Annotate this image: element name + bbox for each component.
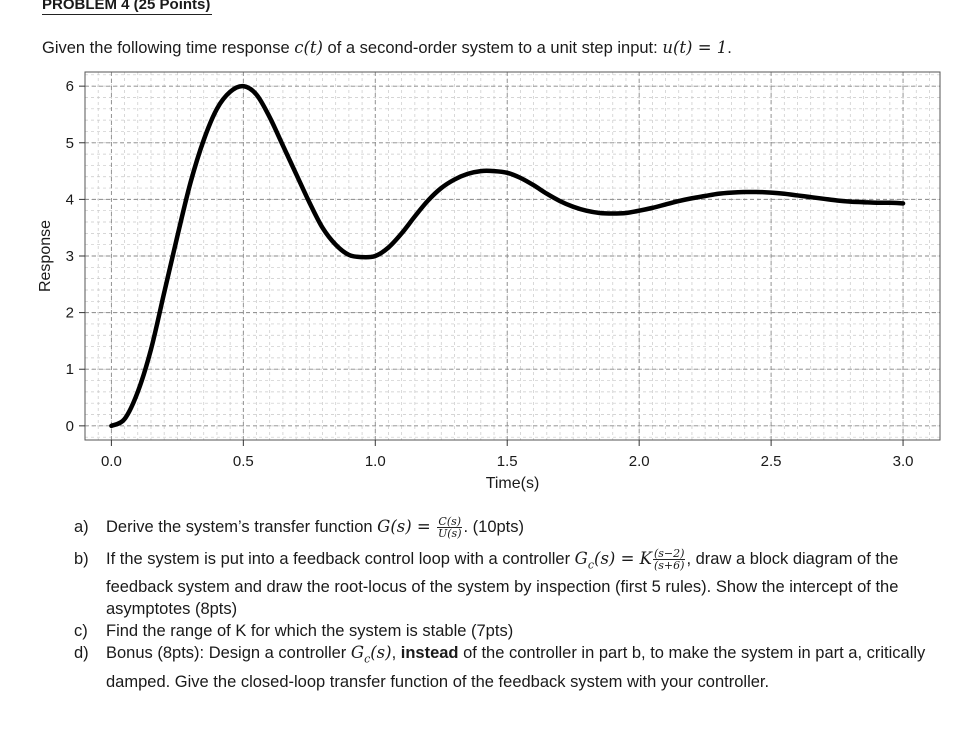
question-text: Bonus (8pts): Design a controller: [106, 644, 351, 663]
question-label: a): [74, 518, 89, 536]
fraction-denominator: U(s): [437, 527, 462, 541]
question-list: a) Derive the system’s transfer function…: [74, 516, 954, 693]
question-a: a) Derive the system’s transfer function…: [74, 516, 954, 539]
step-response-chart: 0.0 0.5 1.0 1.5 2.0 2.5 3.0 0 1 2 3 4 5 6 Time(s) Res…: [37, 71, 941, 492]
fraction: (s−2) (s+6): [653, 547, 686, 573]
y-tick-label: 4: [66, 191, 74, 208]
transfer-function-symbol: G(s) =: [377, 517, 436, 536]
problem-intro: Given the following time response c(t) o…: [42, 38, 732, 58]
controller-subscript: c: [587, 558, 595, 572]
y-tick-label: 6: [66, 78, 74, 95]
axis-ticks: 0.0 0.5 1.0 1.5 2.0 2.5 3.0 0 1 2 3 4 5 6: [66, 78, 914, 470]
response-symbol: c(t): [294, 38, 323, 57]
question-text: Derive the system’s transfer function: [106, 518, 378, 536]
question-text: If the system is put into a feedback con…: [106, 550, 575, 569]
question-b: b) If the system is put into a feedback …: [74, 548, 954, 620]
y-tick-label: 0: [66, 418, 74, 435]
emphasis-text: instead: [400, 644, 459, 663]
controller-args: (s): [370, 643, 392, 663]
question-label: b): [74, 550, 89, 569]
question-d: d) Bonus (8pts): Design a controller Gc(…: [74, 642, 954, 692]
y-tick-label: 1: [66, 361, 74, 378]
intro-text-middle: of a second-order system to a unit step …: [322, 39, 663, 57]
question-label: c): [74, 622, 88, 641]
response-curve: [109, 83, 906, 429]
x-tick-label: 2.5: [761, 453, 782, 470]
question-c: c) Find the range of K for which the sys…: [74, 620, 954, 642]
question-text-continued: of the controller in part b, to make the…: [106, 644, 926, 691]
question-text: Find the range of K for which the system…: [106, 622, 514, 641]
intro-text-end: .: [727, 39, 732, 57]
x-tick-label: 3.0: [893, 453, 914, 470]
y-tick-label: 2: [66, 305, 74, 322]
input-equation: u(t) = 1: [662, 38, 728, 57]
problem-title: PROBLEM 4 (25 Points): [42, 0, 213, 15]
intro-text: Given the following time response: [42, 39, 295, 57]
question-points: . (10pts): [463, 518, 525, 536]
x-tick-label: 2.0: [629, 453, 650, 470]
fraction-numerator: C(s): [436, 515, 463, 529]
controller-symbol: G: [574, 549, 588, 569]
fraction-numerator: (s−2): [653, 547, 686, 561]
controller-args: (s) = K: [594, 549, 652, 569]
x-tick-label: 0.5: [233, 453, 254, 470]
x-tick-label: 0.0: [101, 453, 122, 470]
y-tick-label: 5: [66, 135, 74, 152]
y-axis-label: Response: [37, 220, 54, 292]
controller-symbol: G: [350, 643, 365, 663]
fraction-denominator: (s+6): [654, 559, 685, 573]
fraction: C(s) U(s): [436, 515, 463, 541]
x-tick-label: 1.5: [497, 453, 518, 470]
y-tick-label: 3: [66, 248, 74, 265]
controller-subscript: c: [364, 652, 371, 666]
question-label: d): [74, 644, 89, 663]
x-axis-label: Time(s): [486, 475, 540, 492]
x-tick-label: 1.0: [365, 453, 386, 470]
chart-grid: [84, 72, 940, 440]
question-comma: ,: [391, 644, 401, 663]
question-text-continued: , draw a block diagram of the feedback s…: [106, 550, 899, 619]
